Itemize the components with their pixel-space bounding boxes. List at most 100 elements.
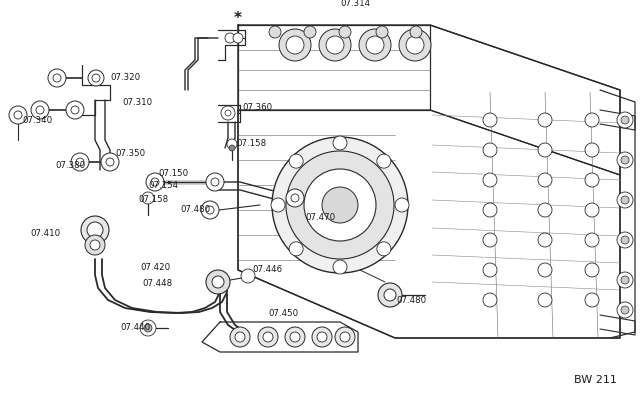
Circle shape — [366, 36, 384, 54]
Circle shape — [221, 106, 235, 120]
Circle shape — [322, 187, 358, 223]
Circle shape — [384, 289, 396, 301]
Text: 07.360: 07.360 — [242, 103, 272, 112]
Text: 07.350: 07.350 — [115, 149, 145, 158]
Circle shape — [258, 327, 278, 347]
Text: 07.320: 07.320 — [110, 73, 140, 82]
Circle shape — [339, 26, 351, 38]
Circle shape — [286, 189, 304, 207]
Circle shape — [90, 240, 100, 250]
Circle shape — [271, 198, 285, 212]
Circle shape — [233, 33, 243, 43]
Circle shape — [410, 26, 422, 38]
Circle shape — [81, 216, 109, 244]
Circle shape — [335, 327, 355, 347]
Circle shape — [66, 101, 84, 119]
Circle shape — [378, 283, 402, 307]
Circle shape — [395, 198, 409, 212]
Text: 07.480: 07.480 — [396, 296, 426, 305]
Circle shape — [212, 276, 224, 288]
Circle shape — [621, 306, 629, 314]
Circle shape — [333, 260, 347, 274]
Circle shape — [621, 156, 629, 164]
Text: 07.150: 07.150 — [158, 169, 188, 178]
Text: 07.420: 07.420 — [140, 263, 170, 272]
Circle shape — [211, 178, 219, 186]
Circle shape — [621, 196, 629, 204]
Circle shape — [201, 201, 219, 219]
Circle shape — [312, 327, 332, 347]
Circle shape — [304, 169, 376, 241]
Circle shape — [326, 36, 344, 54]
Circle shape — [376, 26, 388, 38]
Circle shape — [617, 302, 633, 318]
Circle shape — [53, 74, 61, 82]
Circle shape — [538, 173, 552, 187]
Circle shape — [585, 203, 599, 217]
Circle shape — [225, 33, 235, 43]
Circle shape — [585, 113, 599, 127]
Circle shape — [621, 116, 629, 124]
Circle shape — [71, 153, 89, 171]
Circle shape — [538, 233, 552, 247]
Circle shape — [101, 153, 119, 171]
Circle shape — [291, 194, 299, 202]
Circle shape — [142, 192, 154, 204]
Circle shape — [483, 263, 497, 277]
Circle shape — [617, 192, 633, 208]
Circle shape — [617, 112, 633, 128]
Circle shape — [71, 106, 79, 114]
Circle shape — [290, 332, 300, 342]
Circle shape — [538, 113, 552, 127]
Circle shape — [225, 110, 231, 116]
Circle shape — [263, 332, 273, 342]
Circle shape — [617, 232, 633, 248]
Circle shape — [88, 70, 104, 86]
Text: 07.480: 07.480 — [180, 205, 210, 214]
Text: 07.158: 07.158 — [236, 139, 266, 148]
Circle shape — [538, 203, 552, 217]
Text: 07.310: 07.310 — [122, 98, 152, 107]
Circle shape — [144, 324, 152, 332]
Text: 07.154: 07.154 — [148, 181, 178, 190]
Circle shape — [585, 143, 599, 157]
Circle shape — [229, 145, 235, 151]
Circle shape — [31, 101, 49, 119]
Circle shape — [286, 36, 304, 54]
Circle shape — [538, 293, 552, 307]
Circle shape — [538, 263, 552, 277]
Circle shape — [319, 29, 351, 61]
Circle shape — [14, 111, 22, 119]
Circle shape — [92, 74, 100, 82]
Circle shape — [206, 270, 230, 294]
Circle shape — [230, 327, 250, 347]
Circle shape — [272, 137, 408, 273]
Circle shape — [483, 143, 497, 157]
Circle shape — [377, 154, 391, 168]
Text: 07.448: 07.448 — [142, 279, 172, 288]
Text: 07.410: 07.410 — [30, 229, 60, 238]
Circle shape — [85, 235, 105, 255]
Circle shape — [140, 320, 156, 336]
Text: 07.450: 07.450 — [268, 309, 298, 318]
Circle shape — [483, 293, 497, 307]
Text: 07.340: 07.340 — [22, 116, 52, 125]
Circle shape — [317, 332, 327, 342]
Text: 07.380: 07.380 — [55, 161, 85, 170]
Circle shape — [359, 29, 391, 61]
Circle shape — [304, 26, 316, 38]
Circle shape — [286, 151, 394, 259]
Circle shape — [617, 272, 633, 288]
Circle shape — [289, 242, 303, 256]
Circle shape — [151, 178, 159, 186]
Circle shape — [483, 173, 497, 187]
Circle shape — [146, 173, 164, 191]
Circle shape — [617, 152, 633, 168]
Text: BW 211: BW 211 — [574, 375, 617, 385]
Circle shape — [235, 332, 245, 342]
Circle shape — [377, 242, 391, 256]
Circle shape — [538, 143, 552, 157]
Circle shape — [241, 269, 255, 283]
Text: 07.446: 07.446 — [252, 265, 282, 274]
Circle shape — [48, 69, 66, 87]
